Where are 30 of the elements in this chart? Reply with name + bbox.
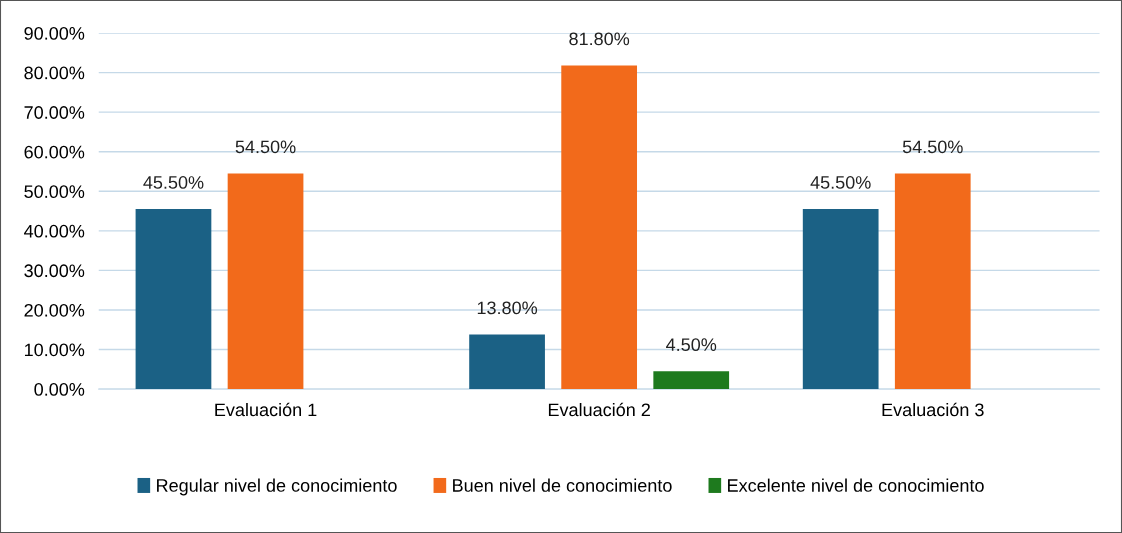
y-tick-label: 80.00% [24,66,85,80]
bar [894,173,971,390]
y-tick-label: 60.00% [24,145,85,159]
legend-label: Regular nivel de conocimiento [157,478,397,496]
legend-label: Buen nivel de conocimiento [453,478,672,492]
data-label: 54.50% [235,140,296,154]
data-label: 45.50% [810,176,871,189]
x-tick-label: Evaluación 2 [548,402,650,417]
bar [561,65,638,390]
bar [802,209,879,390]
bar [653,371,730,390]
y-tick-label: 70.00% [24,106,85,119]
data-label: 45.50% [143,176,204,189]
data-label: 81.80% [569,32,630,46]
y-tick-label: 0.00% [34,383,85,396]
bar [469,334,545,390]
y-tick-label: 90.00% [24,26,85,40]
y-tick-label: 10.00% [24,343,85,357]
y-tick-label: 30.00% [24,264,85,278]
y-tick-label: 50.00% [24,185,85,199]
bar [135,209,212,390]
y-tick-label: 20.00% [24,303,85,317]
x-tick-label: Evaluación 1 [215,402,317,417]
legend-label: Excelente nivel de conocimiento [728,478,984,492]
y-tick-label: 40.00% [24,224,85,238]
bar [227,173,304,390]
data-label: 54.50% [902,140,963,154]
data-label: 4.50% [666,338,717,352]
x-tick-label: Evaluación 3 [882,402,984,417]
data-label: 13.80% [477,301,538,315]
